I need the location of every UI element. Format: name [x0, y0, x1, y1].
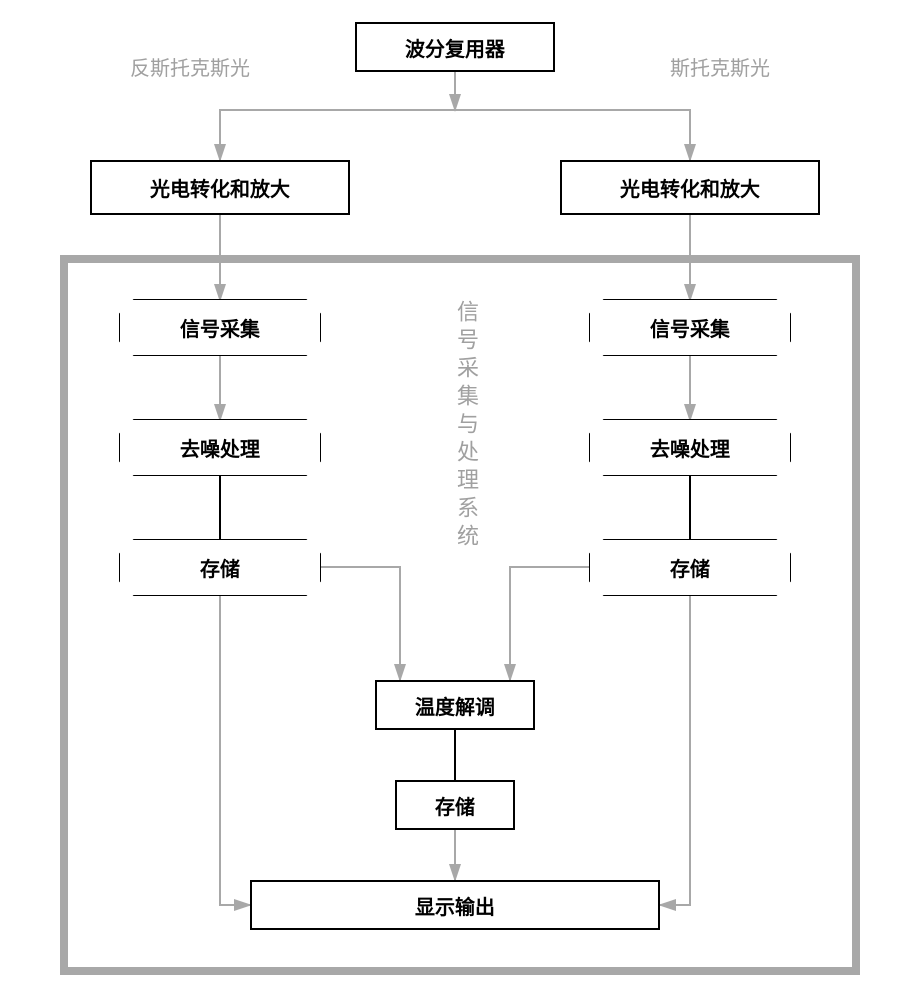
node-wdm: 波分复用器 [355, 22, 555, 72]
node-opto-right-label: 光电转化和放大 [620, 173, 760, 202]
node-store-right: 存储 [590, 540, 790, 595]
node-opto-right: 光电转化和放大 [560, 160, 820, 215]
node-acquire-right: 信号采集 [590, 300, 790, 355]
label-anti-stokes: 反斯托克斯光 [130, 52, 250, 81]
node-denoise-left: 去噪处理 [120, 420, 320, 475]
node-opto-left: 光电转化和放大 [90, 160, 350, 215]
node-denoise-right-label: 去噪处理 [650, 433, 730, 462]
node-temp-demod: 温度解调 [375, 680, 535, 730]
node-store-right-label: 存储 [670, 553, 710, 582]
node-display-output-label: 显示输出 [415, 891, 495, 920]
node-display-output: 显示输出 [250, 880, 660, 930]
node-opto-left-label: 光电转化和放大 [150, 173, 290, 202]
label-stokes: 斯托克斯光 [670, 52, 770, 81]
node-denoise-right: 去噪处理 [590, 420, 790, 475]
node-store-center: 存储 [395, 780, 515, 830]
node-temp-demod-label: 温度解调 [415, 691, 495, 720]
node-store-left-label: 存储 [200, 553, 240, 582]
node-wdm-label: 波分复用器 [405, 33, 505, 62]
node-acquire-left-label: 信号采集 [180, 313, 260, 342]
node-acquire-right-label: 信号采集 [650, 313, 730, 342]
vertical-system-label: 信号采集与处理系统 [450, 300, 482, 552]
node-denoise-left-label: 去噪处理 [180, 433, 260, 462]
node-store-left: 存储 [120, 540, 320, 595]
node-store-center-label: 存储 [435, 791, 475, 820]
node-acquire-left: 信号采集 [120, 300, 320, 355]
